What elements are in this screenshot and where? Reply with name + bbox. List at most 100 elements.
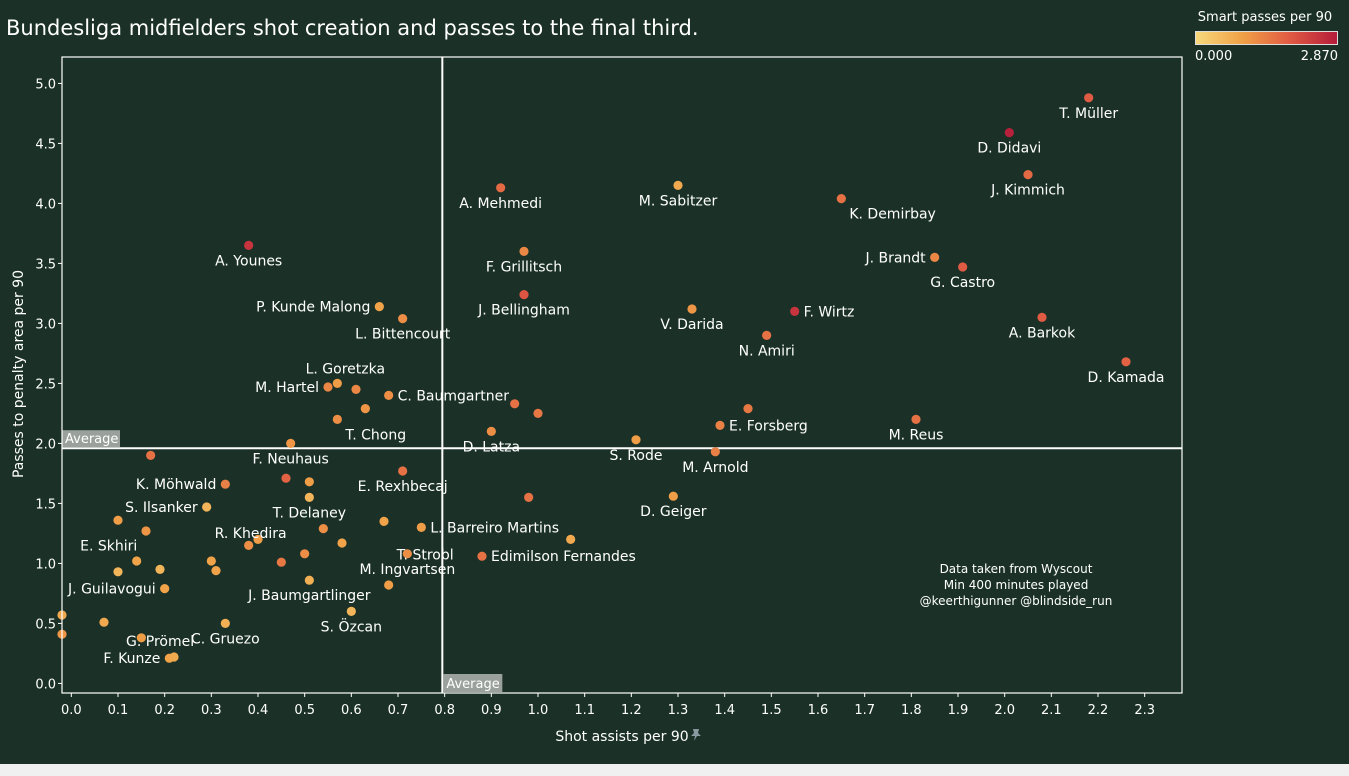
point-label: L. Goretzka [306,361,385,377]
x-tick-label: 2.3 [1134,703,1155,718]
data-point[interactable] [155,564,165,575]
data-point[interactable] [398,466,408,476]
y-tick-label: 0.5 [35,617,56,632]
data-point[interactable] [113,567,123,577]
data-point[interactable] [202,502,212,512]
point-label: M. Ingvartsen [359,562,455,578]
data-point[interactable] [332,414,342,424]
data-point[interactable] [281,473,291,483]
data-point[interactable] [402,549,412,559]
point-label: E. Rexhbecaj [358,479,448,495]
data-point[interactable] [304,492,314,502]
point-label: F. Neuhaus [253,451,329,467]
data-point[interactable] [477,551,487,561]
point-label: C. Baumgartner [398,388,510,404]
data-point[interactable] [351,384,361,394]
data-point[interactable] [519,246,529,256]
x-tick-label: 1.8 [901,703,922,718]
data-point[interactable] [244,540,254,551]
data-point[interactable] [211,566,221,576]
data-point[interactable] [631,435,641,445]
x-tick-label: 0.2 [154,703,175,718]
data-point[interactable] [416,522,426,533]
data-point[interactable] [384,580,394,590]
point-label: S. Özcan [321,617,382,635]
point-label: C. Gruezo [191,631,260,647]
point-label: D. Kamada [1088,370,1165,386]
data-point[interactable] [300,549,310,559]
point-label: D. Latza [463,439,520,455]
data-point[interactable] [790,306,800,316]
point-labels: T. Müller D. Didavi J. Kimmich K. Demirbay M… [67,106,1164,667]
data-point[interactable] [398,314,408,324]
data-point[interactable] [743,404,753,414]
source-annotation: Data taken from Wyscout Min 400 minutes … [920,562,1113,608]
data-point[interactable] [244,240,254,250]
data-point[interactable] [1037,312,1047,322]
data-point[interactable] [337,538,347,548]
data-point[interactable] [99,617,109,627]
point-label: L. Bittencourt [355,327,451,343]
point-label: R. Khedira [215,526,287,542]
data-point[interactable] [141,526,151,536]
data-point[interactable] [318,524,328,534]
data-point[interactable] [276,557,286,567]
data-point[interactable] [1121,357,1131,367]
point-label: F. Grillitsch [486,259,562,275]
data-point[interactable] [304,477,314,487]
point-label: T. Chong [344,427,406,443]
data-point[interactable] [220,479,230,489]
data-point[interactable] [486,426,496,436]
data-point[interactable] [132,556,142,566]
data-point[interactable] [1004,128,1014,138]
data-point[interactable] [930,252,940,262]
pin-icon[interactable] [691,729,701,741]
x-tick-label: 1.1 [574,703,595,718]
data-point[interactable] [668,491,678,501]
data-point[interactable] [836,194,846,204]
data-point[interactable] [220,618,230,629]
data-point[interactable] [379,516,389,527]
data-point[interactable] [533,408,543,418]
data-point[interactable] [1023,170,1033,180]
data-point[interactable] [958,262,968,272]
data-point[interactable] [710,447,720,457]
data-point[interactable] [519,290,529,300]
data-point[interactable] [360,404,370,414]
data-point[interactable] [160,584,170,594]
data-point[interactable] [374,302,384,312]
data-point[interactable] [496,183,506,193]
legend-labels: 0.000 2.870 [1190,49,1340,65]
x-tick-label: 0.8 [434,703,455,718]
data-point[interactable] [136,633,146,643]
point-label: F. Kunze [103,651,160,667]
data-point[interactable] [169,652,179,662]
data-point[interactable] [524,492,534,502]
data-point[interactable] [286,438,296,448]
data-point[interactable] [566,534,576,545]
data-point[interactable] [146,450,156,460]
data-point[interactable] [323,382,333,392]
legend-min-label: 0.000 [1195,49,1233,64]
data-points [57,93,1131,663]
data-point[interactable] [206,556,216,566]
data-point[interactable] [715,420,725,430]
data-point[interactable] [253,534,263,545]
data-point[interactable] [346,606,356,617]
point-label: A. Younes [215,253,282,269]
data-point[interactable] [304,575,314,585]
data-point[interactable] [332,378,342,388]
data-point[interactable] [673,180,683,190]
data-point[interactable] [687,304,697,314]
data-point[interactable] [1084,93,1094,103]
y-tick-label: 3.5 [35,257,56,272]
point-label: Edimilson Fernandes [491,549,636,565]
data-point[interactable] [911,414,921,424]
data-point[interactable] [510,399,520,409]
y-tick-label: 1.5 [35,497,56,512]
x-tick-label: 1.6 [808,703,829,718]
data-point[interactable] [762,330,772,340]
data-point[interactable] [113,515,123,525]
x-average-label: Average [446,677,499,692]
data-point[interactable] [384,390,394,400]
